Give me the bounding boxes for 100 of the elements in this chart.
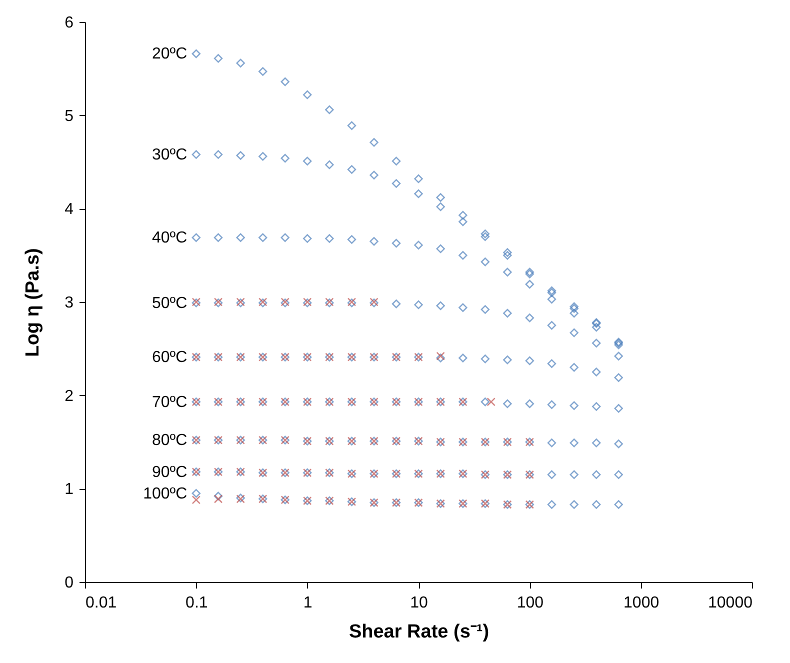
point [236, 58, 245, 68]
point [392, 179, 401, 188]
point [392, 238, 401, 248]
x-tick-label: 0.01 [86, 594, 117, 612]
point [614, 404, 623, 413]
point [503, 356, 512, 364]
series-label: 40ºC [152, 230, 188, 247]
point [570, 401, 578, 410]
point [192, 496, 201, 504]
point [480, 305, 490, 314]
point [192, 233, 201, 242]
point [480, 398, 490, 406]
point [325, 105, 334, 114]
y-tick-label: 6 [64, 14, 74, 32]
x-tick-label: 1 [303, 594, 312, 612]
x-tick-label: 1000 [624, 594, 660, 612]
point [236, 233, 245, 242]
point [592, 470, 601, 480]
point [414, 240, 423, 250]
point [414, 174, 423, 184]
y-axis-title: Log η (Pa.s) [22, 248, 44, 357]
x-tick-label: 100 [516, 594, 544, 612]
point [458, 217, 468, 226]
point [503, 250, 512, 260]
point [570, 328, 578, 338]
point [547, 359, 556, 368]
series-label: 90ºC [152, 464, 188, 481]
point [480, 230, 490, 238]
x-tick-label: 0.1 [186, 594, 208, 612]
series-label: 30ºC [152, 146, 188, 164]
point [547, 400, 556, 410]
point [436, 244, 445, 254]
point [547, 320, 556, 330]
point [280, 233, 290, 242]
point [547, 286, 556, 296]
point [214, 492, 223, 500]
point [614, 500, 623, 509]
point [614, 470, 623, 480]
series-label: 50ºC [152, 294, 188, 312]
point [503, 268, 512, 276]
point [325, 160, 334, 170]
point [458, 250, 468, 260]
point [547, 294, 556, 304]
point [347, 121, 356, 130]
point [370, 170, 378, 180]
point [325, 234, 334, 243]
point [570, 470, 578, 480]
point [570, 362, 578, 372]
point [458, 354, 468, 362]
point [503, 248, 512, 257]
point [280, 154, 290, 163]
point [392, 300, 401, 308]
series-label: 80ºC [152, 432, 188, 450]
point [258, 152, 268, 161]
point [370, 236, 378, 246]
point [214, 494, 223, 504]
y-tick-label: 2 [64, 388, 74, 405]
point [570, 304, 578, 313]
point [436, 352, 445, 360]
x-axis-title: Shear Rate (s⁻¹) [348, 622, 490, 642]
point [458, 210, 468, 220]
point [503, 399, 512, 408]
point [547, 470, 556, 480]
point [192, 150, 201, 159]
point [614, 373, 623, 382]
point [480, 258, 490, 266]
y-tick-label: 1 [64, 481, 74, 498]
point [525, 314, 534, 322]
point [570, 438, 578, 448]
point [503, 308, 512, 318]
x-tick-label: 10000 [708, 594, 753, 612]
point [236, 151, 245, 160]
point [525, 270, 534, 278]
point [592, 402, 601, 411]
point [414, 189, 423, 198]
point [592, 438, 601, 448]
point [525, 268, 534, 276]
point [570, 302, 578, 312]
point [458, 303, 468, 312]
point [480, 232, 490, 242]
point [592, 368, 601, 376]
point [414, 300, 423, 310]
y-tick-label: 0 [64, 574, 74, 592]
point [347, 165, 356, 174]
series-label: 70ºC [152, 394, 188, 411]
point [570, 500, 578, 509]
point [480, 354, 490, 364]
series-label: 60ºC [152, 349, 188, 366]
point [370, 138, 378, 147]
point [592, 338, 601, 348]
point [614, 352, 623, 360]
point [547, 438, 556, 448]
point [525, 356, 534, 366]
point [614, 340, 623, 350]
point [214, 233, 223, 242]
point [570, 308, 578, 318]
point [614, 440, 623, 448]
point [192, 49, 201, 58]
point [258, 233, 268, 242]
point [525, 280, 534, 289]
